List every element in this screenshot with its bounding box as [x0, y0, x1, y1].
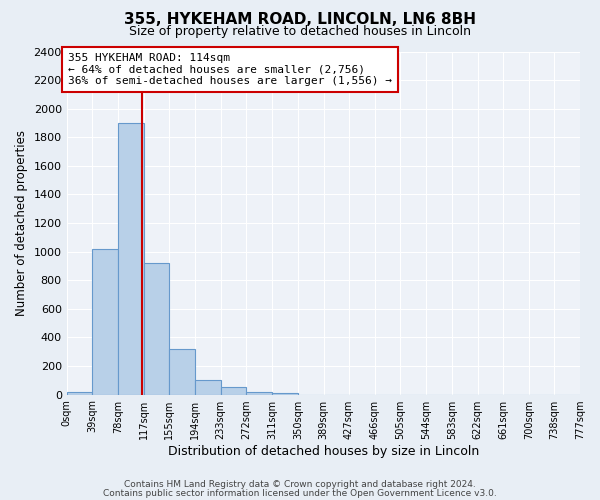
Bar [144, 263, 169, 394]
Text: 355 HYKEHAM ROAD: 114sqm
← 64% of detached houses are smaller (2,756)
36% of sem: 355 HYKEHAM ROAD: 114sqm ← 64% of detach… [68, 53, 392, 86]
Y-axis label: Number of detached properties: Number of detached properties [15, 130, 28, 316]
Bar [67, 392, 92, 394]
Bar [118, 123, 144, 394]
X-axis label: Distribution of detached houses by size in Lincoln: Distribution of detached houses by size … [168, 444, 479, 458]
Text: Contains HM Land Registry data © Crown copyright and database right 2024.: Contains HM Land Registry data © Crown c… [124, 480, 476, 489]
Bar [272, 393, 298, 394]
Text: Size of property relative to detached houses in Lincoln: Size of property relative to detached ho… [129, 25, 471, 38]
Text: 355, HYKEHAM ROAD, LINCOLN, LN6 8BH: 355, HYKEHAM ROAD, LINCOLN, LN6 8BH [124, 12, 476, 28]
Bar [247, 392, 272, 394]
Bar [195, 380, 221, 394]
Bar [92, 249, 118, 394]
Bar [169, 349, 195, 395]
Bar [221, 388, 247, 394]
Text: Contains public sector information licensed under the Open Government Licence v3: Contains public sector information licen… [103, 488, 497, 498]
